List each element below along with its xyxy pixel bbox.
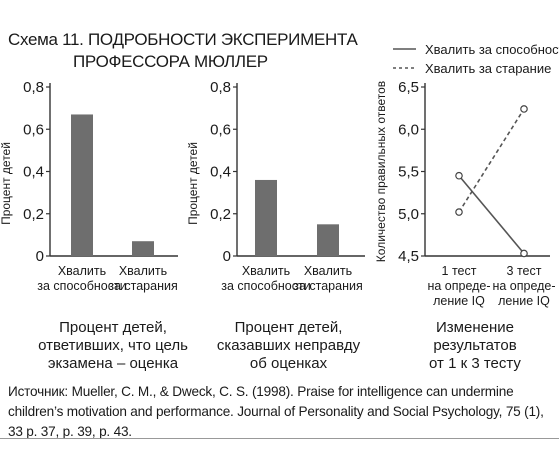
chart3-y-tick-label: 6,5 [398, 79, 419, 96]
source-citation: Источник: Mueller, C. M., & Dweck, C. S.… [8, 384, 544, 439]
chart3-category-label: 3 тест на опреде-ление IQ [492, 264, 555, 308]
chart3-category-label: 1 тест на опреде-ление IQ [427, 264, 490, 308]
chart1-y-tick-label: 0,4 [23, 164, 44, 181]
chart2-bar [255, 179, 277, 256]
chart3-y-tick-label: 4,5 [398, 248, 419, 265]
chart2-y-tick-label: 0 [223, 248, 231, 265]
chart2-y-tick-label: 0,8 [210, 79, 231, 96]
chart2-y-tick-label: 0,6 [210, 121, 231, 138]
chart2-category-label: Хвалить за способности [221, 264, 310, 293]
chart1-y-tick-label: 0,2 [23, 206, 44, 223]
chart3-data-point [455, 171, 463, 180]
chart3-y-tick-label: 5,5 [398, 164, 419, 181]
chart3-y-axis-label: Количество правильных ответов [374, 81, 388, 262]
bottom-divider [0, 438, 559, 439]
legend-label: Хвалить за старание [425, 61, 551, 76]
chart1-caption: Процент детей, ответивших, что цель экза… [38, 319, 188, 372]
chart1-bar [132, 241, 154, 256]
chart2-y-axis-label: Процент детей [186, 142, 200, 225]
chart3-y-tick-label: 5,0 [398, 206, 419, 223]
chart2-caption: Процент детей, сказавших неправду об оце… [216, 319, 361, 372]
chart-title-line1: Схема 11. ПОДРОБНОСТИ ЭКСПЕРИМЕНТА [8, 30, 358, 49]
chart2-category-label: Хвалить за старания [293, 264, 363, 293]
chart1-y-tick-label: 0,6 [23, 121, 44, 138]
chart1-y-axis-label: Процент детей [0, 142, 13, 225]
chart1-category-label: Хвалить за способности [37, 264, 126, 293]
chart-title-line2: ПРОФЕССОРА МЮЛЛЕР [73, 52, 268, 71]
chart1-y-tick-label: 0 [36, 248, 44, 265]
chart3-data-point [520, 249, 528, 258]
chart3-caption: Изменение результатов от 1 к 3 тесту [429, 319, 521, 372]
chart1-category-label: Хвалить за старания [108, 264, 178, 293]
chart2-bar [317, 224, 339, 256]
chart2-y-tick-label: 0,4 [210, 164, 231, 181]
chart3-series-line [458, 175, 525, 254]
chart3-series-line [458, 108, 525, 213]
legend-label: Хвалить за способности [425, 42, 559, 57]
chart2-y-tick-label: 0,2 [210, 206, 231, 223]
chart3-data-point [455, 208, 463, 216]
chart1-y-tick-label: 0,8 [23, 79, 44, 96]
chart1-bar [71, 114, 93, 257]
chart3-y-tick-label: 6,0 [398, 121, 419, 138]
chart3-data-point [520, 105, 528, 113]
